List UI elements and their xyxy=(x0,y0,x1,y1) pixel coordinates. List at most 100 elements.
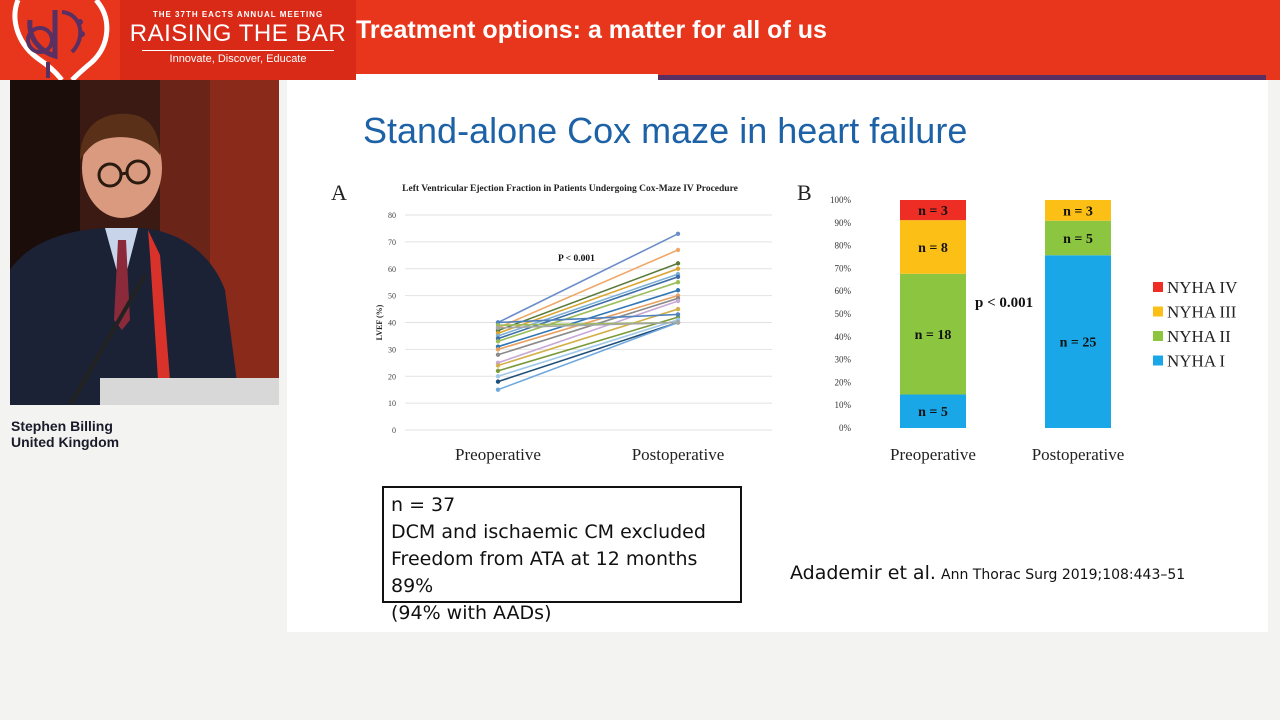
x-tick-label: Postoperative xyxy=(1032,445,1125,464)
data-point xyxy=(495,368,501,374)
y-tick-label: 20 xyxy=(388,372,396,381)
series-line xyxy=(497,267,679,335)
summary-line: DCM and ischaemic CM excluded xyxy=(391,521,706,543)
bar-data-label: n = 18 xyxy=(915,328,952,343)
speaker-name: Stephen Billing xyxy=(11,418,113,434)
series-line xyxy=(497,262,679,332)
x-tick-label: Postoperative xyxy=(632,445,725,464)
citation-authors: Adademir et al. xyxy=(790,562,936,584)
bar-segment xyxy=(900,200,966,221)
data-point xyxy=(675,231,681,237)
series-line xyxy=(497,319,679,378)
series-line xyxy=(497,281,679,343)
data-point xyxy=(675,261,681,266)
legend-swatch xyxy=(1153,282,1163,292)
event-subtitle: THE 37TH EACTS ANNUAL MEETING xyxy=(152,10,324,19)
data-point xyxy=(495,325,501,331)
series-line xyxy=(497,273,679,337)
data-point xyxy=(675,247,681,253)
data-point xyxy=(495,379,501,384)
y-tick-label: 100% xyxy=(830,195,852,205)
bar-segment xyxy=(1045,200,1111,221)
bar-segment xyxy=(1045,255,1111,428)
study-summary-box: n = 37 DCM and ischaemic CM excluded Fre… xyxy=(382,486,742,624)
speaker-country: United Kingdom xyxy=(11,434,120,450)
bar-segment xyxy=(1045,220,1111,256)
citation-journal: Ann Thorac Surg 2019;108:443–51 xyxy=(941,567,1186,583)
data-point xyxy=(675,312,681,317)
chart-a-title: Left Ventricular Ejection Fraction in Pa… xyxy=(402,184,738,194)
y-tick-label: 0 xyxy=(392,426,396,435)
series-line xyxy=(497,321,679,383)
speaker-video xyxy=(10,80,279,405)
y-tick-label: 50 xyxy=(388,292,396,301)
summary-line: Freedom from ATA at 12 months 89% xyxy=(391,548,698,597)
y-tick-label: 50% xyxy=(835,309,852,319)
legend-label: NYHA II xyxy=(1167,327,1231,346)
speaker-caption: Stephen Billing United Kingdom xyxy=(11,418,119,450)
legend-swatch xyxy=(1153,331,1163,341)
series-line xyxy=(497,300,679,364)
y-tick-label: 90% xyxy=(835,218,852,228)
data-point xyxy=(495,374,501,379)
series-line xyxy=(497,294,679,351)
series-line xyxy=(497,321,679,329)
accent-strip-purple xyxy=(658,75,1266,80)
y-tick-label: 20% xyxy=(835,377,852,387)
y-tick-label: 30 xyxy=(388,345,396,354)
data-point xyxy=(495,387,501,392)
bar-data-label: n = 8 xyxy=(918,241,948,256)
bar-data-label: n = 3 xyxy=(918,204,948,219)
x-tick-label: Preoperative xyxy=(455,445,541,464)
data-point xyxy=(675,274,681,280)
series-line xyxy=(497,297,679,356)
bar-data-label: n = 3 xyxy=(1063,204,1093,219)
header-banner: THE 37TH EACTS ANNUAL MEETING RAISING TH… xyxy=(0,0,1280,82)
chart-b-annotation: p < 0.001 xyxy=(975,295,1033,311)
bar-segment xyxy=(900,273,966,395)
y-axis-label: LVEF (%) xyxy=(375,304,384,340)
legend-swatch xyxy=(1153,306,1163,317)
summary-line: n = 37 xyxy=(391,494,456,516)
series-line xyxy=(497,276,679,340)
bar-data-label: n = 25 xyxy=(1060,336,1097,351)
y-tick-label: 40 xyxy=(388,319,396,328)
data-point xyxy=(675,306,681,312)
bar-segment xyxy=(900,394,966,428)
y-tick-label: 10 xyxy=(388,399,396,408)
event-tagline: Innovate, Discover, Educate xyxy=(169,53,307,65)
chart-a-lvef: 0 10 20 30 40 50 60 70 80 Preoperative Postoperat… xyxy=(375,211,772,464)
series-line xyxy=(497,233,679,324)
session-title: Treatment options: a matter for all of u… xyxy=(356,16,827,44)
data-point xyxy=(495,339,501,344)
legend-label: NYHA I xyxy=(1167,352,1225,371)
legend-swatch xyxy=(1153,355,1163,366)
bar-data-label: n = 5 xyxy=(918,405,948,420)
y-tick-label: 80% xyxy=(835,241,852,251)
accent-strip-white xyxy=(356,74,658,80)
x-tick-label: Preoperative xyxy=(890,445,976,464)
data-point xyxy=(495,363,501,368)
y-tick-label: 70% xyxy=(835,263,852,273)
y-tick-label: 80 xyxy=(388,211,396,220)
data-point xyxy=(495,347,501,352)
series-line xyxy=(497,316,679,372)
summary-line: (94% with AADs) xyxy=(391,602,552,624)
series-line xyxy=(497,249,679,329)
series-line xyxy=(497,313,679,324)
event-branding: THE 37TH EACTS ANNUAL MEETING RAISING TH… xyxy=(120,0,356,80)
chart-b-nyha: 0% 10% 20% 30% 40% 50% 60% 70% 80% 90% 100% n = 5 n… xyxy=(830,195,1238,464)
panel-b-letter: B xyxy=(797,180,812,205)
eacts-logo-icon xyxy=(0,0,120,82)
chart-a-annotation: P < 0.001 xyxy=(558,254,595,264)
bar-data-label: n = 5 xyxy=(1063,232,1093,247)
y-tick-label: 70 xyxy=(388,238,396,247)
bar-segment xyxy=(900,220,966,274)
y-tick-label: 40% xyxy=(835,332,852,342)
slide-title: Stand-alone Cox maze in heart failure xyxy=(363,110,968,151)
data-point xyxy=(675,320,681,325)
legend-label: NYHA IV xyxy=(1167,278,1238,297)
data-point xyxy=(675,298,681,304)
series-line xyxy=(497,308,679,367)
series-line xyxy=(497,321,679,391)
